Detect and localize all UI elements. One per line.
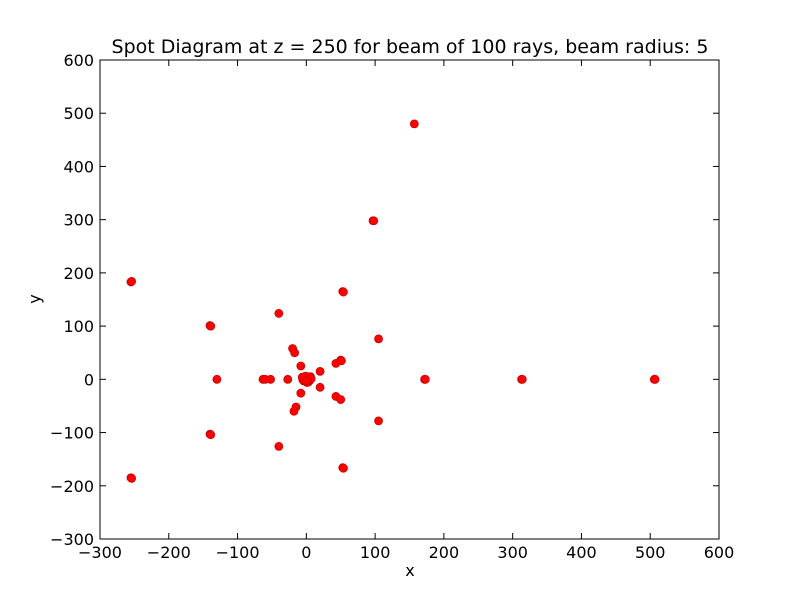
x-tick-label: −100 (216, 543, 260, 562)
x-tick-label: −200 (147, 543, 191, 562)
data-point (290, 348, 300, 358)
y-tick-label: 0 (84, 370, 94, 389)
y-tick-label: 500 (63, 104, 94, 123)
y-tick-label: −200 (50, 477, 94, 496)
y-axis-label: y (25, 294, 44, 303)
x-tick-label: 300 (497, 543, 528, 562)
x-tick-label: 200 (429, 543, 460, 562)
x-tick-label: 500 (635, 543, 666, 562)
data-point (336, 395, 346, 404)
data-point (301, 376, 311, 386)
data-point (420, 374, 430, 384)
data-point (283, 374, 293, 384)
axis-tick-labels: −300 −200 −100 0 100 200 300 400 500 600 −300 −200 −… (50, 51, 734, 562)
axis-ticks (99, 59, 720, 540)
y-tick-label: 400 (63, 157, 94, 176)
x-tick-label: 400 (566, 543, 597, 562)
x-tick-label: 600 (704, 543, 735, 562)
data-point (127, 473, 137, 483)
x-tick-label: 0 (301, 543, 311, 562)
data-point (206, 430, 216, 440)
y-tick-label: −300 (50, 530, 94, 549)
y-tick-label: −100 (50, 424, 94, 443)
data-point (374, 334, 383, 344)
x-axis-label: x (405, 561, 414, 580)
data-point (206, 321, 216, 331)
y-tick-label: 200 (63, 264, 94, 283)
plot-frame (99, 59, 720, 540)
y-tick-label: 600 (63, 51, 94, 70)
x-tick-label: 100 (360, 543, 391, 562)
data-point (339, 287, 348, 297)
data-point (127, 277, 137, 286)
data-point (212, 374, 222, 384)
data-point (650, 374, 660, 384)
data-point (274, 308, 284, 318)
data-point (315, 382, 325, 392)
data-point (296, 388, 306, 398)
data-point (517, 374, 527, 384)
data-point (266, 374, 275, 384)
y-tick-label: 100 (63, 317, 94, 336)
data-point (369, 216, 379, 226)
data-point (289, 406, 299, 416)
y-tick-label: 300 (63, 211, 94, 230)
data-point (296, 361, 306, 371)
chart-title: Spot Diagram at z = 250 for beam of 100 … (112, 36, 709, 58)
x-tick-label: −300 (78, 543, 122, 562)
data-point (315, 366, 325, 376)
data-point (339, 463, 348, 473)
data-point (274, 441, 284, 451)
data-point (409, 119, 419, 129)
data-points (126, 119, 660, 483)
data-point (374, 416, 383, 426)
data-point (337, 356, 346, 366)
